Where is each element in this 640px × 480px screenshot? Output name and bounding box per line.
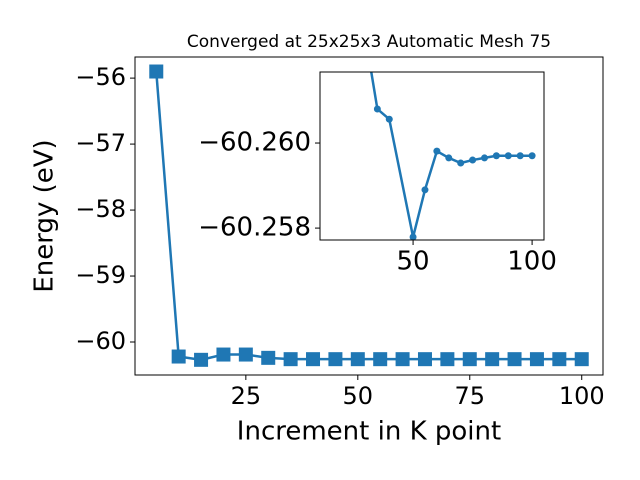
marker (445, 154, 453, 162)
marker (421, 186, 429, 194)
marker (261, 350, 276, 365)
marker (417, 352, 432, 367)
axes-frame (134, 56, 604, 376)
marker (485, 352, 500, 367)
y-tick-label: −60.258 (198, 213, 311, 243)
x-tick-label: 25 (231, 382, 262, 410)
marker (507, 352, 522, 367)
marker (516, 152, 524, 160)
marker (574, 352, 589, 367)
marker (194, 352, 209, 367)
y-axis-label: Energy (eV) (30, 139, 60, 292)
marker (529, 352, 544, 367)
marker (238, 347, 253, 362)
y-tick-label: −57 (75, 129, 126, 157)
x-tick-label: 100 (507, 247, 557, 277)
x-tick-label: 50 (397, 247, 430, 277)
marker (373, 105, 381, 113)
y-tick-label: −56 (75, 63, 126, 91)
marker (457, 159, 465, 167)
marker (480, 154, 488, 162)
y-tick-label: −58 (75, 195, 126, 223)
series-group (370, 72, 536, 240)
marker (395, 352, 410, 367)
marker (149, 64, 164, 79)
marker (409, 233, 417, 240)
marker (216, 347, 231, 362)
marker (433, 147, 441, 155)
marker (373, 352, 388, 367)
marker (171, 349, 186, 364)
x-tick-label: 75 (454, 382, 485, 410)
marker (385, 115, 393, 123)
axes-frame (319, 71, 545, 241)
x-tick-label: 50 (343, 382, 374, 410)
chart-title: Converged at 25x25x3 Automatic Mesh 75 (187, 32, 551, 52)
marker (283, 352, 298, 367)
marker (462, 352, 477, 367)
marker (328, 352, 343, 367)
y-tick-label: −60 (75, 327, 126, 355)
marker (440, 352, 455, 367)
marker (306, 352, 321, 367)
marker (528, 152, 536, 160)
y-tick-label: −59 (75, 261, 126, 289)
marker (492, 152, 500, 160)
marker (469, 156, 477, 164)
x-tick-label: 100 (559, 382, 605, 410)
x-axis-label: Increment in K point (237, 417, 501, 447)
marker (504, 152, 512, 160)
series-group (149, 64, 589, 367)
marker (350, 352, 365, 367)
y-tick-label: −60.260 (198, 128, 311, 158)
marker (552, 352, 567, 367)
